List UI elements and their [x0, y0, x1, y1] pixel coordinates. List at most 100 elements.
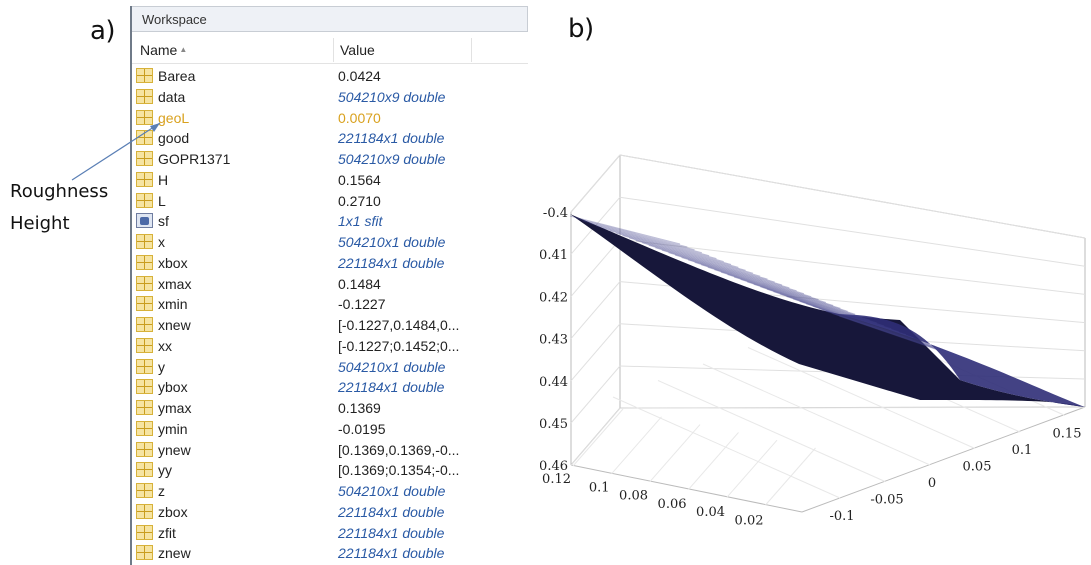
gridline	[688, 432, 739, 490]
surface-mesh-line	[596, 225, 710, 257]
y-tick-label: 0.06	[658, 497, 687, 512]
variable-row[interactable]: good 221184x1 double	[136, 128, 526, 149]
variable-row[interactable]: H 0.1564	[136, 170, 526, 191]
variable-row[interactable]: y 504210x1 double	[136, 357, 526, 378]
z-tick-label: -0.4	[543, 206, 568, 221]
gridline	[572, 408, 624, 467]
variable-row[interactable]: xx [-0.1227;0.1452;0...	[136, 336, 526, 357]
variable-name: xmax	[158, 275, 192, 292]
variable-name: xnew	[158, 317, 191, 333]
variable-value: 504210x1 double	[338, 483, 446, 499]
surface-mesh-line	[727, 274, 856, 315]
variable-row[interactable]: x 504210x1 double	[136, 232, 526, 253]
variable-name: Barea	[158, 68, 196, 84]
variable-row[interactable]: z 504210x1 double	[136, 481, 526, 502]
gridline	[702, 363, 931, 466]
matrix-icon	[136, 151, 153, 166]
variable-name: ybox	[158, 379, 188, 396]
y-tick-label: 0.08	[619, 489, 648, 504]
surface-mesh-line	[746, 281, 878, 324]
gridline	[570, 365, 621, 424]
variable-row[interactable]: xmin -0.1227	[136, 294, 526, 315]
variable-value: [-0.1227,0.1484,0...	[338, 317, 460, 333]
surface-mesh-line	[720, 271, 848, 312]
variable-name: data	[158, 88, 186, 105]
gridline	[570, 154, 621, 213]
variable-value: 1x1 sfit	[338, 213, 383, 230]
y-tick-label: 0.1	[589, 480, 610, 495]
surface-mesh-line	[779, 293, 914, 339]
variable-row[interactable]: ymin -0.0195	[136, 419, 526, 440]
variable-row[interactable]: zfit 221184x1 double	[136, 523, 526, 544]
column-name-header[interactable]: Name ▲	[140, 42, 187, 58]
column-divider[interactable]	[333, 38, 334, 62]
variable-row[interactable]: sf 1x1 sfit	[136, 211, 526, 232]
variable-value: 0.0424	[338, 68, 381, 84]
variable-row[interactable]: zbox 221184x1 double	[136, 502, 526, 523]
gridline	[612, 396, 841, 499]
variable-row[interactable]: L 0.2710	[136, 191, 526, 212]
variable-row[interactable]: xmax 0.1484	[136, 274, 526, 295]
variable-value: [0.1369;0.1354;-0...	[338, 462, 460, 479]
surface-mesh-line	[576, 217, 688, 248]
variable-row[interactable]: data 504210x9 double	[136, 87, 526, 108]
matrix-icon	[136, 275, 153, 291]
variable-value: 221184x1 double	[338, 254, 445, 271]
annotation-height: Height	[10, 213, 70, 234]
surface-mesh-line	[707, 266, 834, 306]
variable-name: L	[158, 192, 166, 209]
variable-value: -0.0195	[338, 420, 386, 437]
surface-mesh-line	[701, 264, 826, 304]
variable-value: -0.1227	[338, 296, 386, 313]
variable-name: ynew	[158, 441, 191, 458]
variable-name: geoL	[158, 109, 190, 126]
surface-mesh-line	[589, 222, 703, 254]
variable-name: GOPR1371	[158, 151, 231, 167]
column-value-header[interactable]: Value	[340, 42, 375, 58]
variable-row[interactable]: xnew [-0.1227,0.1484,0...	[136, 315, 526, 336]
surface-mesh-line	[819, 308, 958, 356]
z-tick-label: -0.45	[540, 417, 568, 432]
axis-box-edge	[570, 464, 803, 513]
variable-row[interactable]: xbox 221184x1 double	[136, 253, 526, 274]
surface-mesh-line	[661, 249, 783, 286]
panel-label-a: a)	[90, 16, 116, 46]
surface-mesh-line	[674, 254, 797, 292]
matrix-icon	[136, 379, 153, 395]
variable-row[interactable]: yy [0.1369;0.1354;-0...	[136, 460, 526, 481]
gridline	[619, 238, 1086, 295]
variable-name: zfit	[158, 524, 176, 541]
gridline	[657, 380, 886, 482]
workspace-header: Name ▲ Value	[132, 36, 528, 64]
variable-row[interactable]: znew 221184x1 double	[136, 543, 526, 564]
surface-mesh-line	[832, 313, 972, 362]
z-tick-label: -0.42	[540, 290, 568, 305]
surface-mesh-line	[812, 305, 950, 353]
column-divider[interactable]	[471, 38, 472, 62]
y-tick-label: 0.02	[735, 514, 764, 529]
x-tick-label: 0.1	[1012, 443, 1033, 458]
variable-row[interactable]: ybox 221184x1 double	[136, 377, 526, 398]
matrix-icon	[136, 524, 153, 540]
variable-name: yy	[158, 462, 172, 479]
variable-value: 504210x1 double	[338, 234, 446, 250]
variable-value: 504210x9 double	[338, 88, 446, 105]
variable-name: x	[158, 234, 165, 250]
surface-mesh-line	[838, 315, 980, 365]
panel-label-b: b)	[568, 14, 594, 44]
variable-row[interactable]: ynew [0.1369,0.1369,-0...	[136, 440, 526, 461]
x-tick-label: 0	[928, 476, 936, 491]
surface-mesh-line	[648, 244, 768, 280]
variable-row[interactable]: Barea 0.0424	[136, 66, 526, 87]
variable-row[interactable]: GOPR1371 504210x9 double	[136, 149, 526, 170]
variable-row[interactable]: ymax 0.1369	[136, 398, 526, 419]
x-tick-label: 0.15	[1053, 427, 1082, 442]
surface-mesh-line	[582, 220, 695, 251]
gridline	[619, 406, 1086, 409]
gridline	[747, 347, 976, 449]
surface-mesh-line	[766, 288, 899, 333]
variable-name: xbox	[158, 254, 188, 271]
variable-row[interactable]: geoL 0.0070	[136, 108, 526, 129]
variable-name: good	[158, 130, 190, 147]
workspace-panel: Workspace Name ▲ Value	[130, 6, 528, 565]
